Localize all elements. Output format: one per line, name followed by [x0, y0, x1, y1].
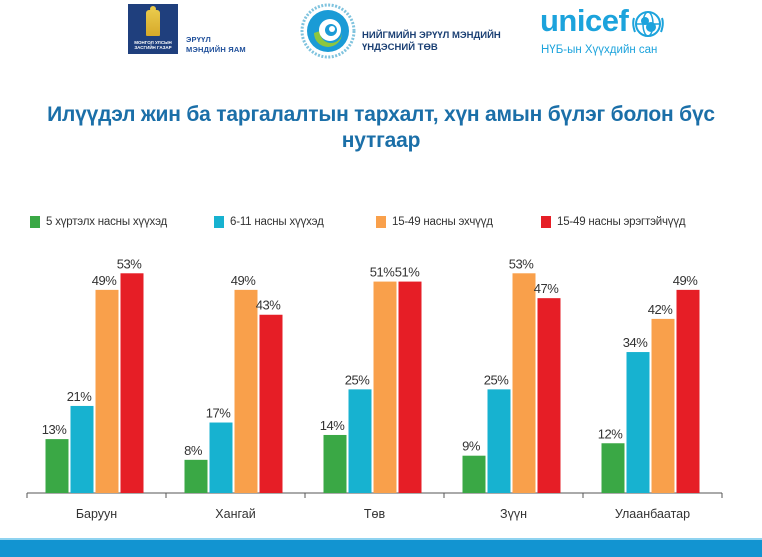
emblem-caption: МОНГОЛ УЛСЫН ЗАСГИЙН ГАЗАР [134, 40, 172, 50]
data-label: 21% [67, 389, 92, 404]
legend-label: 5 хүртэлх насны хүүхэд [46, 216, 168, 228]
header-logos: МОНГОЛ УЛСЫН ЗАСГИЙН ГАЗАР ЭРҮҮЛ МЭНДИЙН… [0, 0, 762, 70]
data-label: 51% [370, 265, 395, 280]
data-label: 14% [320, 418, 345, 433]
bar [373, 281, 397, 493]
unicef-wordmark: unicef [540, 3, 629, 38]
legend-label: 15-49 насны эхчүүд [392, 216, 493, 228]
legend-item-men: 15-49 насны эрэгтэйчүүд [541, 212, 686, 232]
data-label: 49% [231, 273, 256, 288]
chart-legend: 5 хүртэлх насны хүүхэд 6-11 насны хүүхэд… [0, 212, 762, 232]
bar [651, 318, 675, 493]
category-label: Баруун [76, 507, 117, 521]
data-label: 51% [395, 265, 420, 280]
legend-swatch [214, 216, 224, 228]
bar [537, 298, 561, 493]
moh-name-line2: МЭНДИЙН ЯАМ [186, 45, 246, 54]
data-label: 25% [345, 372, 370, 387]
legend-item-under5: 5 хүртэлх насны хүүхэд [30, 212, 167, 232]
data-label: 47% [534, 281, 559, 296]
bar [259, 314, 283, 493]
legend-swatch [541, 216, 551, 228]
data-label: 8% [184, 443, 203, 458]
soyombo-icon [146, 6, 160, 36]
category-label: Зүүн [500, 507, 527, 521]
data-label: 12% [598, 426, 623, 441]
ministry-of-health-name: ЭРҮҮЛ МЭНДИЙН ЯАМ [186, 35, 246, 55]
bar [95, 289, 119, 493]
bar [487, 389, 511, 493]
chart-title: Илүүдэл жин ба таргалалтын тархалт, хүн … [47, 103, 715, 152]
data-label: 53% [509, 256, 534, 271]
data-label: 42% [648, 302, 673, 317]
unicef-globe-icon [632, 11, 664, 37]
legend-label: 15-49 насны эрэгтэйчүүд [557, 216, 686, 228]
bar [626, 352, 650, 493]
data-label: 17% [206, 406, 231, 421]
bar [184, 459, 208, 493]
data-label: 49% [92, 273, 117, 288]
category-label: Хангай [215, 507, 255, 521]
legend-swatch [376, 216, 386, 228]
bar [512, 273, 536, 493]
bar [348, 389, 372, 493]
footer-band [0, 538, 762, 557]
nph-name-line1: НИЙГМИЙН ЭРҮҮЛ МЭНДИЙН [362, 30, 501, 41]
data-label: 25% [484, 372, 509, 387]
bar-chart: 13%21%49%53%Баруун8%17%49%43%Хангай14%25… [26, 256, 723, 521]
data-label: 53% [117, 256, 142, 271]
data-label: 13% [42, 422, 67, 437]
bar [234, 289, 258, 493]
legend-item-mothers: 15-49 насны эхчүүд [376, 212, 493, 232]
data-label: 34% [623, 335, 648, 350]
bar [45, 439, 69, 493]
moh-name-line1: ЭРҮҮЛ [186, 35, 211, 44]
bar [323, 434, 347, 493]
category-label: Төв [364, 507, 386, 521]
legend-label: 6-11 насны хүүхэд [230, 216, 324, 228]
nph-name-line2: ҮНДЭСНИЙ ТӨВ [362, 42, 438, 53]
public-health-center-logo-icon [300, 3, 356, 59]
legend-item-6-11: 6-11 насны хүүхэд [214, 212, 324, 232]
bar [120, 273, 144, 493]
bar [601, 443, 625, 493]
data-label: 43% [256, 298, 281, 313]
public-health-center-name: НИЙГМИЙН ЭРҮҮЛ МЭНДИЙН ҮНДЭСНИЙ ТӨВ [362, 30, 501, 54]
unicef-subtitle: НҮБ-ын Хүүхдийн сан [541, 44, 658, 56]
bar [209, 422, 233, 493]
bar [398, 281, 422, 493]
data-label: 9% [462, 439, 481, 454]
category-label: Улаанбаатар [615, 507, 690, 521]
legend-swatch [30, 216, 40, 228]
ministry-of-health-emblem: МОНГОЛ УЛСЫН ЗАСГИЙН ГАЗАР [128, 4, 178, 54]
bar [676, 289, 700, 493]
bar [462, 455, 486, 493]
data-label: 49% [673, 273, 698, 288]
bar [70, 405, 94, 493]
